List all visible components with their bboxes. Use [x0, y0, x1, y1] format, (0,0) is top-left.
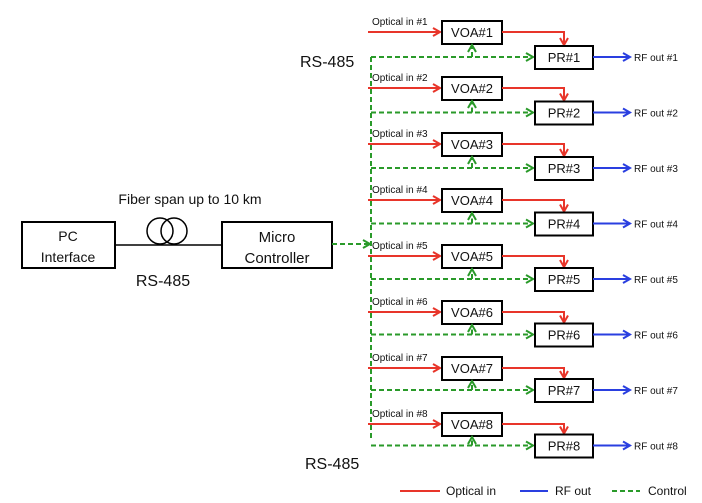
channel-2: Optical in #2 VOA#2 PR#2 RF out #2 [368, 73, 678, 126]
pr-label: PR#8 [548, 439, 581, 454]
pr-label: PR#5 [548, 272, 581, 287]
rf-output-label: RF out #4 [634, 220, 678, 231]
voa-to-pr-arrow [502, 255, 564, 267]
controller-box-line1: Micro [259, 229, 296, 246]
optical-input-label: Optical in #6 [372, 297, 428, 308]
voa-to-pr-arrow [502, 423, 564, 434]
rs485-bus-top-label: RS-485 [300, 54, 354, 71]
optical-input-label: Optical in #3 [372, 129, 428, 140]
voa-label: VOA#3 [451, 137, 493, 152]
voa-label: VOA#7 [451, 361, 493, 376]
pc-interface-box [21, 221, 116, 269]
pr-label: PR#3 [548, 161, 581, 176]
channel-3: Optical in #3 VOA#3 PR#3 RF out #3 [368, 129, 678, 181]
rf-output-label: RF out #3 [634, 164, 678, 175]
channel-4: Optical in #4 VOA#4 PR#4 RF out #4 [368, 185, 678, 237]
voa-to-pr-arrow [502, 199, 564, 212]
channel-1: Optical in #1 VOA#1 PR#1 RF out #1 [368, 17, 678, 70]
optical-input-label: Optical in #5 [372, 241, 428, 252]
voa-label: VOA#5 [451, 249, 493, 264]
optical-input-label: Optical in #1 [372, 17, 428, 28]
fiber-span-label: Fiber span up to 10 km [118, 191, 261, 207]
rf-output-label: RF out #7 [634, 386, 678, 397]
channel-7: Optical in #7 VOA#7 PR#7 RF out #7 [368, 353, 678, 403]
optical-input-label: Optical in #7 [372, 353, 428, 364]
pr-label: PR#1 [548, 50, 581, 65]
legend-label: RF out [555, 484, 592, 498]
rf-output-label: RF out #6 [634, 331, 678, 342]
voa-to-pr-arrow [502, 311, 564, 323]
rf-output-label: RF out #1 [634, 53, 678, 64]
fiber-coil-icon [146, 217, 174, 245]
legend-label: Optical in [446, 484, 496, 498]
micro-controller-box [221, 221, 333, 269]
rf-output-label: RF out #8 [634, 442, 678, 453]
channel-5: Optical in #5 VOA#5 PR#5 RF out #5 [368, 241, 678, 292]
voa-to-pr-arrow [502, 367, 564, 378]
rs485-link-label: RS-485 [136, 273, 190, 290]
voa-to-pr-arrow [502, 31, 564, 45]
voa-to-pr-arrow [502, 87, 564, 101]
legend-label: Control [648, 484, 687, 498]
pr-label: PR#7 [548, 383, 581, 398]
controller-box-line2: Controller [244, 250, 309, 267]
rf-output-label: RF out #5 [634, 275, 678, 286]
fiber-coil-icon [160, 217, 188, 245]
rs485-bus-bottom-label: RS-485 [305, 456, 359, 473]
channel-8: Optical in #8 VOA#8 PR#8 RF out #8 [368, 409, 678, 459]
pc-box-line1: PC [58, 228, 77, 244]
voa-label: VOA#2 [451, 81, 493, 96]
optical-input-label: Optical in #2 [372, 73, 428, 84]
pc-box-line2: Interface [41, 249, 96, 265]
voa-label: VOA#8 [451, 417, 493, 432]
voa-label: VOA#1 [451, 25, 493, 40]
pr-label: PR#6 [548, 328, 581, 343]
channel-6: Optical in #6 VOA#6 PR#6 RF out #6 [368, 297, 678, 348]
pr-label: PR#2 [548, 106, 581, 121]
pr-label: PR#4 [548, 217, 581, 232]
optical-input-label: Optical in #8 [372, 409, 428, 420]
voa-to-pr-arrow [502, 143, 564, 156]
rf-output-label: RF out #2 [634, 109, 678, 120]
optical-input-label: Optical in #4 [372, 185, 428, 196]
legend: Optical in RF out Control [400, 484, 687, 498]
voa-label: VOA#6 [451, 305, 493, 320]
voa-label: VOA#4 [451, 193, 493, 208]
